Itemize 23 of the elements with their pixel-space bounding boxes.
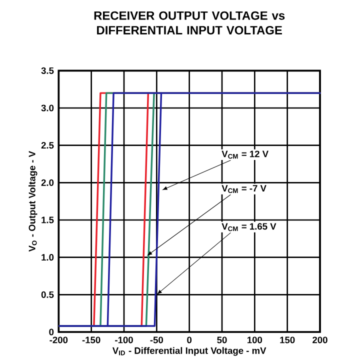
annotation: V$_{CM}$ = 1.65 V (222, 223, 276, 232)
y-tick-label: 0 (49, 328, 54, 336)
y-axis-title: V$_{O}$ - Output Voltage - V (28, 151, 38, 252)
y-tick-label: 2.5 (41, 142, 54, 149)
x-tick-label: -150 (82, 336, 100, 344)
y-tick-label: 0.5 (41, 291, 54, 298)
x-tick-label: 50 (217, 336, 227, 344)
chart-title: RECEIVER OUTPUT VOLTAGE vs DIFFERENTIAL INPUT VOLTAGE (94, 11, 285, 34)
x-tick-label: -100 (115, 336, 133, 344)
y-tick-label: 1.5 (42, 216, 54, 224)
x-tick-label: 200 (312, 336, 328, 344)
x-tick-label: 100 (247, 336, 262, 344)
x-tick-label: -50 (150, 336, 164, 344)
y-tick-label: 2.0 (41, 179, 54, 186)
annotation: V$_{CM}$ = -7 V (222, 185, 266, 194)
y-tick-label: 3.0 (41, 104, 54, 112)
y-tick-label: 1.0 (42, 254, 54, 261)
x-axis-title: V$_{ID}$ - Differential Input Voltage - mV (112, 347, 266, 356)
x-tick-label: 150 (280, 336, 295, 344)
x-tick-label: 0 (187, 336, 192, 344)
annotation: V$_{CM}$ = 12 V (222, 150, 268, 159)
y-tick-label: 3.5 (41, 67, 54, 74)
x-tick-label: -200 (50, 336, 68, 344)
